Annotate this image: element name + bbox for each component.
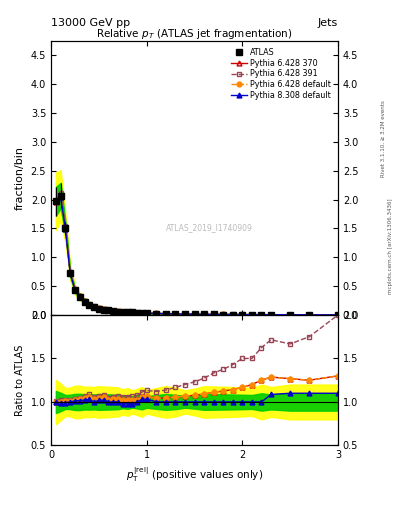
Title: Relative $p_{T}$ (ATLAS jet fragmentation): Relative $p_{T}$ (ATLAS jet fragmentatio…: [96, 27, 293, 41]
X-axis label: $p_{\rm T}^{\rm |rel|}$ (positive values only): $p_{\rm T}^{\rm |rel|}$ (positive values…: [126, 466, 263, 484]
Text: mcplots.cern.ch [arXiv:1306.3436]: mcplots.cern.ch [arXiv:1306.3436]: [388, 198, 393, 293]
Text: 13000 GeV pp: 13000 GeV pp: [51, 18, 130, 28]
Text: ATLAS_2019_I1740909: ATLAS_2019_I1740909: [165, 223, 252, 232]
Text: Jets: Jets: [318, 18, 338, 28]
Text: Rivet 3.1.10, ≥ 3.2M events: Rivet 3.1.10, ≥ 3.2M events: [381, 100, 386, 177]
Y-axis label: Ratio to ATLAS: Ratio to ATLAS: [15, 345, 25, 416]
Legend: ATLAS, Pythia 6.428 370, Pythia 6.428 391, Pythia 6.428 default, Pythia 8.308 de: ATLAS, Pythia 6.428 370, Pythia 6.428 39…: [227, 45, 334, 103]
Y-axis label: fraction/bin: fraction/bin: [15, 146, 25, 210]
